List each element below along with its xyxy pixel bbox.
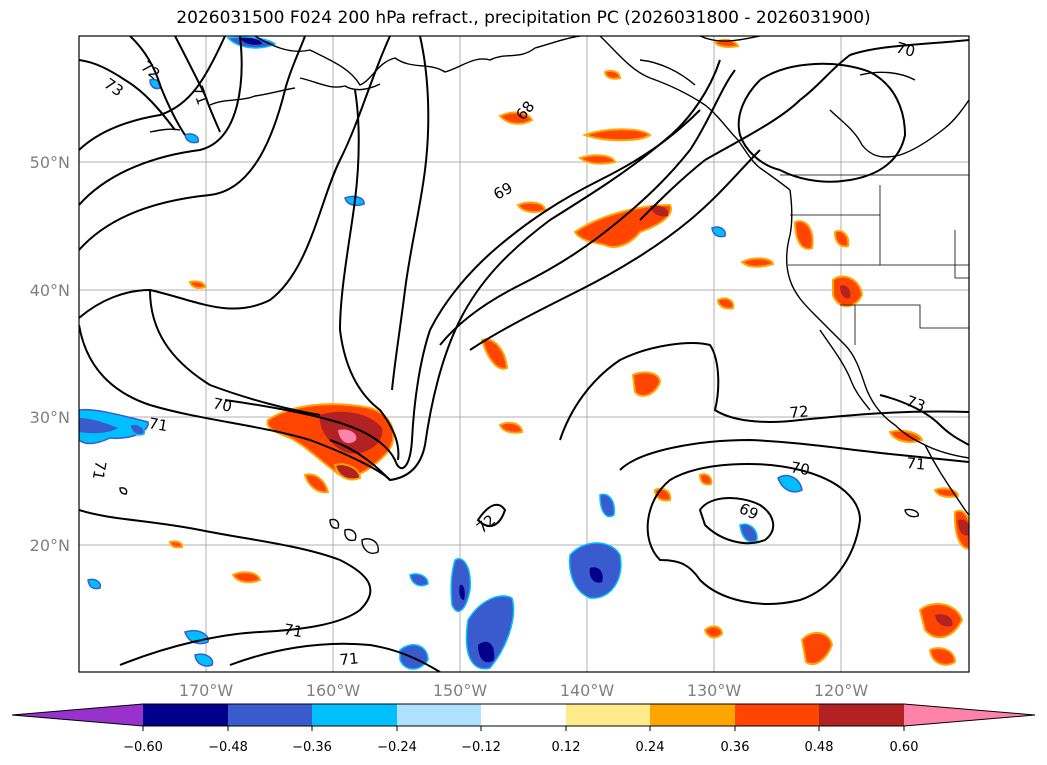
colorbar-segment: [228, 704, 312, 726]
lat-label-40n: 40°N: [30, 281, 70, 300]
colorbar-extend-low: [12, 704, 143, 726]
colorbar-segment: [650, 704, 735, 726]
contour-label-71-s: 71: [282, 620, 304, 641]
contours: [79, 36, 969, 672]
lat-label-30n: 30°N: [30, 408, 70, 427]
colorbar-tick-label: 0.12: [552, 740, 581, 755]
colorbar-tick-label: 0.48: [805, 740, 834, 755]
colorbar-tick-label: −0.24: [377, 740, 417, 755]
precip-negative: [79, 36, 803, 670]
contour-label-71-w: 71: [147, 414, 169, 435]
colorbar-tick-label: −0.36: [292, 740, 332, 755]
contour-label-70-ne: 70: [894, 38, 917, 60]
contour-label-70-e: 70: [789, 458, 811, 479]
lon-label-170w: 170°W: [179, 681, 234, 700]
contour-label-71-nw: 71: [188, 83, 211, 107]
lon-label-160w: 160°W: [306, 681, 361, 700]
colorbar-segment: [566, 704, 650, 726]
colorbar-ticks: −0.60 −0.48 −0.36 −0.24 −0.12 0.12 0.24 …: [123, 740, 918, 755]
colorbar: [11, 703, 1036, 731]
colorbar-tick-label: 0.24: [636, 740, 665, 755]
lon-labels: 170°W 160°W 150°W 140°W 130°W 120°W: [179, 681, 869, 700]
colorbar-tick-label: −0.12: [461, 740, 501, 755]
lon-label-130w: 130°W: [687, 681, 742, 700]
colorbar-tick-label: −0.48: [208, 740, 248, 755]
lon-label-120w: 120°W: [814, 681, 869, 700]
borders: [780, 174, 969, 345]
lon-label-150w: 150°W: [433, 681, 488, 700]
contour-label-73-e: 73: [904, 392, 928, 415]
colorbar-segment: [397, 704, 481, 726]
colorbar-extend-high: [904, 704, 1035, 726]
colorbar-tick-label: −0.60: [123, 740, 163, 755]
lon-label-140w: 140°W: [560, 681, 615, 700]
colorbar-segment: [735, 704, 819, 726]
contour-label-72-e: 72: [789, 402, 810, 422]
lat-label-50n: 50°N: [30, 153, 70, 172]
map-title: 2026031500 F024 200 hPa refract., precip…: [176, 8, 871, 28]
lat-label-20n: 20°N: [30, 536, 70, 555]
colorbar-segment: [819, 704, 904, 726]
contour-label-71-e: 71: [906, 454, 927, 474]
colorbar-tick-label: 0.60: [890, 740, 919, 755]
coastlines: [119, 36, 969, 554]
colorbar-segment: [143, 704, 228, 726]
map-area: [79, 36, 969, 672]
colorbar-tick-label: 0.36: [721, 740, 750, 755]
colorbar-segment: [481, 704, 566, 726]
contour-label-71-s2: 71: [339, 649, 360, 669]
map-frame: [78, 35, 970, 673]
lat-labels: 50°N 40°N 30°N 20°N: [30, 153, 70, 555]
colorbar-segment: [312, 704, 397, 726]
contour-label-70-c: 70: [211, 394, 233, 416]
contour-label-71-w2: 71: [89, 459, 110, 481]
